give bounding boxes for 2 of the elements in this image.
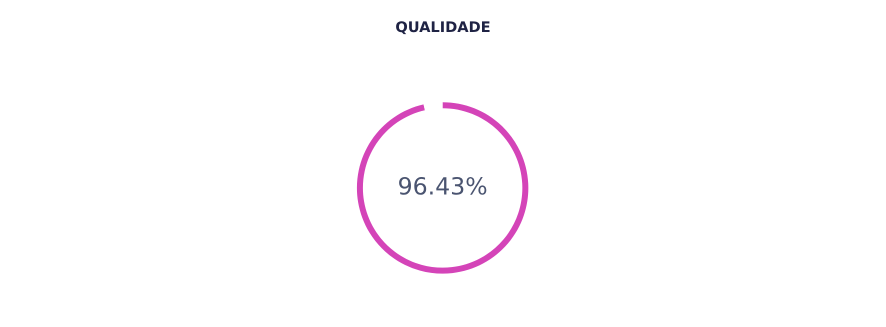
text: 96.43% <box>399 176 486 195</box>
chart-title: QUALIDADE <box>396 21 490 34</box>
